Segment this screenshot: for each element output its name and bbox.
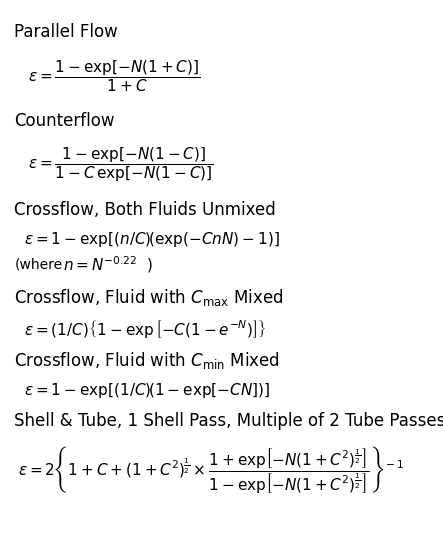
Text: $\varepsilon = \dfrac{1-\exp[-N(1-C)]}{1-C\,\exp[-N(1-C)]}$: $\varepsilon = \dfrac{1-\exp[-N(1-C)]}{1… [28,146,214,184]
Text: Crossflow, Fluid with $C_{\mathrm{max}}$ Mixed: Crossflow, Fluid with $C_{\mathrm{max}}$… [14,287,284,308]
Text: $\varepsilon = 2\!\left\{1+C+(1+C^2)^{\!\frac{1}{2}}\times\dfrac{1+\exp\!\left[-: $\varepsilon = 2\!\left\{1+C+(1+C^2)^{\!… [18,444,404,495]
Text: Crossflow, Fluid with $C_{\mathrm{min}}$ Mixed: Crossflow, Fluid with $C_{\mathrm{min}}$… [14,350,280,371]
Text: $\varepsilon = \dfrac{1-\exp[-N(1+C)]}{1+C}$: $\varepsilon = \dfrac{1-\exp[-N(1+C)]}{1… [28,58,200,94]
Text: Parallel Flow: Parallel Flow [14,23,118,41]
Text: $\varepsilon = (1/C)\left\{1-\exp\left[-C(1-e^{-N})\right]\right\}$: $\varepsilon = (1/C)\left\{1-\exp\left[-… [24,318,267,340]
Text: (where: (where [14,257,62,271]
Text: Crossflow, Both Fluids Unmixed: Crossflow, Both Fluids Unmixed [14,201,276,219]
Text: $n = N^{-0.22}$  ): $n = N^{-0.22}$ ) [63,255,153,275]
Text: $\varepsilon = 1-\exp\!\left[(n/C)\!\left(\exp(-CnN)-1\right)\right]$: $\varepsilon = 1-\exp\!\left[(n/C)\!\lef… [24,230,280,249]
Text: $\varepsilon = 1-\exp\!\left[(1/C)\!\left(1-\exp[-CN]\right)\right]$: $\varepsilon = 1-\exp\!\left[(1/C)\!\lef… [24,381,271,400]
Text: Shell & Tube, 1 Shell Pass, Multiple of 2 Tube Passes: Shell & Tube, 1 Shell Pass, Multiple of … [14,412,443,430]
Text: Counterflow: Counterflow [14,112,115,130]
